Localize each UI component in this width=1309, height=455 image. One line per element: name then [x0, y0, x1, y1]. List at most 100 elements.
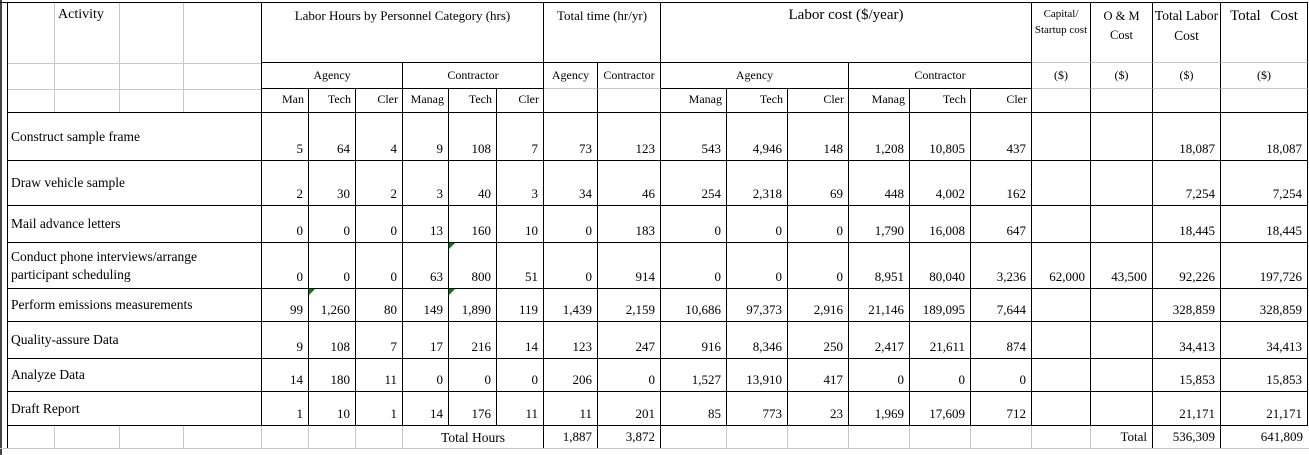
subheader-hours-agency: Agency — [262, 63, 403, 89]
cell-cost-contractor-tech: 10,805 — [910, 113, 971, 161]
cell-cost-agency-cler: 69 — [788, 161, 849, 206]
grand-total-cost: 641,809 — [1260, 429, 1303, 444]
cell-total-labor-cost: 15,853 — [1153, 359, 1221, 392]
comment-marker-icon — [309, 289, 315, 295]
gridline — [0, 448, 1309, 449]
cell-total-labor-cost: 34,413 — [1153, 322, 1221, 359]
cell-total-time-agency: 206 — [544, 359, 598, 392]
cell-hours-agency-man: 2 — [262, 161, 309, 206]
activity-cell: Draft Report — [8, 392, 262, 426]
cell-om-cost — [1091, 322, 1153, 359]
cell-cost-contractor-tech: 80,040 — [910, 243, 971, 289]
cell-hours-agency-man: 99 — [262, 289, 309, 322]
cell-cost-contractor-cler: 7,644 — [971, 289, 1032, 322]
activity-cell: Conduct phone interviews/arrange partici… — [8, 243, 262, 289]
cell-hours-agency-man: 14 — [262, 359, 309, 392]
cell-hours-agency-man: 1 — [262, 392, 309, 426]
cell-hours-contractor-manag: 17 — [403, 322, 449, 359]
cell-hours-contractor-cler: 11 — [497, 392, 544, 426]
cell-total-time-agency: 0 — [544, 206, 598, 243]
cell-capital-startup-cost — [1032, 289, 1091, 322]
cell-hours-agency-cler: 7 — [356, 322, 403, 359]
cell-cost-agency-cler: 23 — [788, 392, 849, 426]
header-labor-cost: Labor cost ($/year) — [661, 3, 1032, 63]
cell-hours-agency-man: 0 — [262, 206, 309, 243]
cell-capital-startup-cost — [1032, 392, 1091, 426]
empty-cell — [1032, 89, 1091, 113]
cell-total-labor-cost: 7,254 — [1153, 161, 1221, 206]
empty-cell — [971, 426, 1032, 449]
cell-hours-agency-cler: 0 — [356, 206, 403, 243]
cell-cost-agency-tech: 13,910 — [727, 359, 788, 392]
cell-total-time-agency: 73 — [544, 113, 598, 161]
col-hours-agency-cler: Cler — [356, 89, 403, 113]
cell-cost-contractor-tech: 4,002 — [910, 161, 971, 206]
cell-cost-contractor-manag: 2,417 — [849, 322, 910, 359]
cell-om-cost — [1091, 206, 1153, 243]
total-hours-agency: 1,887 — [544, 426, 598, 449]
cell-hours-agency-man: 5 — [262, 113, 309, 161]
cell-hours-agency-man: 9 — [262, 322, 309, 359]
cell-hours-contractor-cler: 0 — [497, 359, 544, 392]
cell-hours-agency-cler: 1 — [356, 392, 403, 426]
gridline — [119, 3, 120, 112]
cell-hours-agency-man: 0 — [262, 243, 309, 289]
total-hours-contractor: 3,872 — [598, 426, 661, 449]
cell-cost-agency-cler: 417 — [788, 359, 849, 392]
cell-total-time-contractor: 2,159 — [598, 289, 661, 322]
cell-hours-agency-cler: 0 — [356, 243, 403, 289]
cell-total-cost: 21,171 — [1221, 392, 1308, 426]
unit-dollar-om: ($) — [1091, 63, 1153, 89]
cell-cost-contractor-tech: 21,611 — [910, 322, 971, 359]
cell-om-cost — [1091, 392, 1153, 426]
activity-header-block: Activity — [8, 3, 262, 113]
activity-cell: Draw vehicle sample — [8, 161, 262, 206]
cell-hours-agency-tech: 108 — [309, 322, 356, 359]
cell-total-time-contractor: 46 — [598, 161, 661, 206]
grand-total-label: Total — [1091, 426, 1153, 449]
cell-total-cost: 328,859 — [1221, 289, 1308, 322]
cell-hours-agency-tech: 30 — [309, 161, 356, 206]
cell-cost-agency-manag: 85 — [661, 392, 727, 426]
cell-cost-agency-manag: 10,686 — [661, 289, 727, 322]
col-hours-agency-man: Man — [262, 89, 309, 113]
cell-cost-contractor-cler: 3,236 — [971, 243, 1032, 289]
empty-cell — [910, 426, 971, 449]
cell-hours-contractor-tech: 160 — [449, 206, 497, 243]
empty-cell — [544, 89, 598, 113]
cell-hours-agency-tech: 180 — [309, 359, 356, 392]
cell-cost-agency-manag: 916 — [661, 322, 727, 359]
comment-marker-icon — [449, 289, 455, 295]
cell-cost-agency-tech: 4,946 — [727, 113, 788, 161]
unit-dollar-total-labor: ($) — [1153, 63, 1221, 89]
cell-capital-startup-cost — [1032, 113, 1091, 161]
frame-border — [0, 2, 8, 3]
cell-hours-contractor-tech: 800 — [449, 243, 497, 289]
col-cost-contractor-manag: Manag — [849, 89, 910, 113]
cell-cost-agency-manag: 254 — [661, 161, 727, 206]
col-cost-agency-tech: Tech — [727, 89, 788, 113]
col-hours-contractor-tech: Tech — [449, 89, 497, 113]
cell-cost-agency-cler: 148 — [788, 113, 849, 161]
gridline — [8, 63, 261, 64]
cell-hours-agency-tech: 10 — [309, 392, 356, 426]
cell-hours-contractor-tech: 176 — [449, 392, 497, 426]
cell-om-cost — [1091, 359, 1153, 392]
cell-hours-agency-tech: 64 — [309, 113, 356, 161]
cell-cost-agency-cler: 0 — [788, 243, 849, 289]
cell-cost-contractor-manag: 21,146 — [849, 289, 910, 322]
cell-om-cost: 43,500 — [1091, 243, 1153, 289]
cell-hours-contractor-cler: 119 — [497, 289, 544, 322]
header-om-cost: O & M Cost — [1091, 3, 1153, 63]
subheader-time-contractor: Contractor — [598, 63, 661, 89]
cell-hours-contractor-tech: 108 — [449, 113, 497, 161]
cell-cost-contractor-cler: 712 — [971, 392, 1032, 426]
cell-total-time-contractor: 201 — [598, 392, 661, 426]
cell-capital-startup-cost — [1032, 322, 1091, 359]
empty-cell — [788, 426, 849, 449]
cell-cost-agency-cler: 250 — [788, 322, 849, 359]
cell-cost-agency-cler: 2,916 — [788, 289, 849, 322]
gridline — [119, 426, 120, 449]
cell-hours-agency-tech: 0 — [309, 243, 356, 289]
